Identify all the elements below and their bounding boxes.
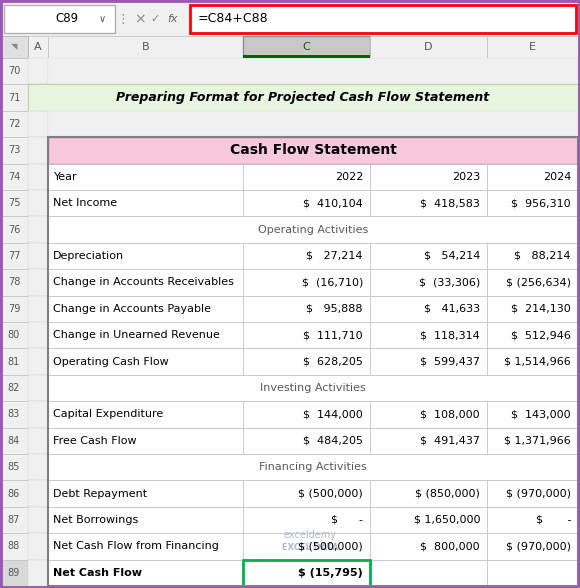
Text: 85: 85 xyxy=(8,462,20,472)
Text: 89: 89 xyxy=(8,568,20,578)
Text: 87: 87 xyxy=(8,515,20,525)
Text: 77: 77 xyxy=(8,251,20,261)
Text: $  144,000: $ 144,000 xyxy=(303,409,363,419)
Text: $ (850,000): $ (850,000) xyxy=(415,489,480,499)
Text: $  628,205: $ 628,205 xyxy=(303,356,363,366)
Text: Operating Cash Flow: Operating Cash Flow xyxy=(53,356,169,366)
Text: fx: fx xyxy=(167,14,177,24)
Text: $  (33,306): $ (33,306) xyxy=(419,278,480,288)
Text: 82: 82 xyxy=(8,383,20,393)
Text: 80: 80 xyxy=(8,330,20,340)
Text: A: A xyxy=(34,42,42,52)
Text: $  108,000: $ 108,000 xyxy=(420,409,480,419)
Text: E: E xyxy=(529,42,536,52)
Text: $  111,710: $ 111,710 xyxy=(303,330,363,340)
Text: Operating Activities: Operating Activities xyxy=(258,225,368,235)
Text: 2022: 2022 xyxy=(335,172,363,182)
Text: Year: Year xyxy=(54,172,78,182)
Text: 71: 71 xyxy=(8,92,20,102)
Text: 2024: 2024 xyxy=(543,172,571,182)
Text: 75: 75 xyxy=(8,198,20,208)
Text: $  418,583: $ 418,583 xyxy=(420,198,480,208)
Text: EXCEL DATA: EXCEL DATA xyxy=(282,543,338,553)
Text: $   95,888: $ 95,888 xyxy=(306,304,363,314)
Text: Net Cash Flow from Financing: Net Cash Flow from Financing xyxy=(53,542,219,552)
Text: $  599,437: $ 599,437 xyxy=(420,356,480,366)
Text: C89: C89 xyxy=(55,12,78,25)
Text: Change in Accounts Payable: Change in Accounts Payable xyxy=(53,304,211,314)
Text: $  214,130: $ 214,130 xyxy=(511,304,571,314)
Text: Capital Expenditure: Capital Expenditure xyxy=(53,409,163,419)
Text: Investing Activities: Investing Activities xyxy=(260,383,366,393)
Text: 83: 83 xyxy=(8,409,20,419)
Text: ∨: ∨ xyxy=(99,14,106,24)
Text: Net Borrowings: Net Borrowings xyxy=(53,515,138,525)
Text: =C84+C88: =C84+C88 xyxy=(198,12,269,25)
Text: 70: 70 xyxy=(8,66,20,76)
Text: $  484,205: $ 484,205 xyxy=(303,436,363,446)
Text: B: B xyxy=(142,42,149,52)
Text: $   27,214: $ 27,214 xyxy=(306,251,363,261)
Text: $ (500,000): $ (500,000) xyxy=(298,489,363,499)
Text: $   54,214: $ 54,214 xyxy=(423,251,480,261)
Text: D: D xyxy=(424,42,433,52)
Text: $ (256,634): $ (256,634) xyxy=(506,278,571,288)
Text: ✓: ✓ xyxy=(150,14,160,24)
Text: Free Cash Flow: Free Cash Flow xyxy=(53,436,137,446)
Text: Change in Accounts Receivables: Change in Accounts Receivables xyxy=(53,278,234,288)
Text: Net Cash Flow: Net Cash Flow xyxy=(53,568,142,578)
Text: $  491,437: $ 491,437 xyxy=(420,436,480,446)
Text: $ (970,000): $ (970,000) xyxy=(506,489,571,499)
Text: 78: 78 xyxy=(8,278,20,288)
Text: $ 1,650,000: $ 1,650,000 xyxy=(414,515,480,525)
Text: $   41,633: $ 41,633 xyxy=(424,304,480,314)
Text: 84: 84 xyxy=(8,436,20,446)
Text: $  956,310: $ 956,310 xyxy=(512,198,571,208)
Text: Preparing Format for Projected Cash Flow Statement: Preparing Format for Projected Cash Flow… xyxy=(117,91,490,104)
Text: 88: 88 xyxy=(8,542,20,552)
Text: $ (15,795): $ (15,795) xyxy=(298,568,363,578)
Text: exceldemy: exceldemy xyxy=(284,530,336,540)
Text: Debt Repayment: Debt Repayment xyxy=(53,489,147,499)
Text: $   88,214: $ 88,214 xyxy=(514,251,571,261)
Text: $  118,314: $ 118,314 xyxy=(420,330,480,340)
Text: 2023: 2023 xyxy=(452,172,480,182)
Text: 73: 73 xyxy=(8,145,20,155)
Text: $       -: $ - xyxy=(535,515,571,525)
Text: Cash Flow Statement: Cash Flow Statement xyxy=(230,143,397,158)
Text: $  512,946: $ 512,946 xyxy=(511,330,571,340)
Text: $ (970,000): $ (970,000) xyxy=(506,542,571,552)
Text: Change in Unearned Revenue: Change in Unearned Revenue xyxy=(53,330,220,340)
Text: $ (500,000): $ (500,000) xyxy=(298,542,363,552)
Text: 72: 72 xyxy=(8,119,20,129)
Text: C: C xyxy=(303,42,310,52)
Text: $      -: $ - xyxy=(331,515,363,525)
Text: ◥: ◥ xyxy=(11,42,17,52)
Text: ×: × xyxy=(134,12,146,26)
Text: $  143,000: $ 143,000 xyxy=(512,409,571,419)
Text: 76: 76 xyxy=(8,225,20,235)
Text: 86: 86 xyxy=(8,489,20,499)
Text: Financing Activities: Financing Activities xyxy=(259,462,367,472)
Text: Depreciation: Depreciation xyxy=(53,251,124,261)
Text: 79: 79 xyxy=(8,304,20,314)
Text: $ 1,371,966: $ 1,371,966 xyxy=(504,436,571,446)
Text: ⋮: ⋮ xyxy=(117,12,129,25)
Text: $  (16,710): $ (16,710) xyxy=(302,278,363,288)
Text: 81: 81 xyxy=(8,356,20,366)
Text: $  800,000: $ 800,000 xyxy=(420,542,480,552)
Text: $  410,104: $ 410,104 xyxy=(303,198,363,208)
Text: Net Income: Net Income xyxy=(53,198,117,208)
Text: $ 1,514,966: $ 1,514,966 xyxy=(504,356,571,366)
Text: 74: 74 xyxy=(8,172,20,182)
